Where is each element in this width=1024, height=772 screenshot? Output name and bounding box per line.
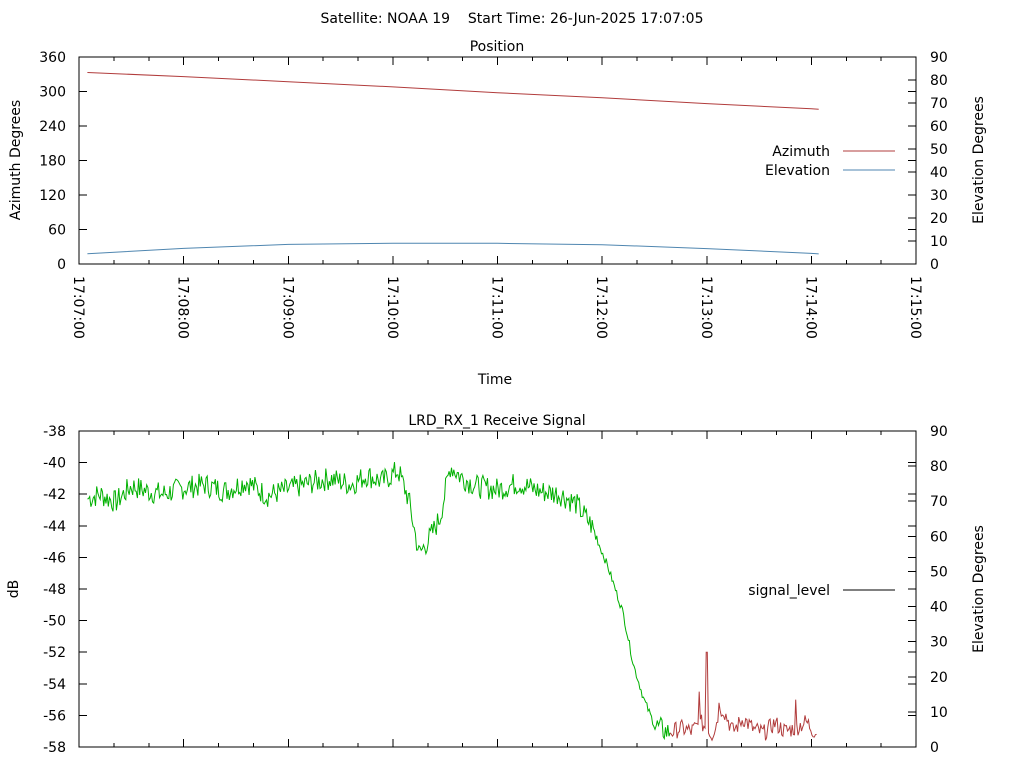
y-tick-label: 240 <box>39 119 66 135</box>
y-tick-label: -56 <box>43 708 66 724</box>
y2-tick-label: 20 <box>930 211 948 227</box>
y-tick-label: -42 <box>43 487 66 503</box>
x-tick-label: 17:14:00 <box>802 276 818 339</box>
x-tick-label: 17:11:00 <box>489 276 505 339</box>
page-title: Satellite: NOAA 19 Start Time: 26-Jun-20… <box>321 11 704 27</box>
x-tick-label: 17:09:00 <box>279 276 295 339</box>
signal-legend: signal_level <box>748 583 895 599</box>
y2-tick-label: 20 <box>930 670 948 686</box>
position-y2-axis-label: Elevation Degrees <box>971 96 987 224</box>
y2-tick-label: 80 <box>930 459 948 475</box>
y2-tick-label: 30 <box>930 188 948 204</box>
y2-tick-label: 60 <box>930 529 948 545</box>
y2-tick-label: 90 <box>930 424 948 440</box>
x-tick-label: 17:07:00 <box>70 276 86 339</box>
y2-tick-label: 0 <box>930 740 939 756</box>
position-legend: Azimuth Elevation <box>765 144 895 179</box>
signal-y2-axis-label: Elevation Degrees <box>971 525 987 653</box>
y2-tick-label: 80 <box>930 73 948 89</box>
y-tick-label: 0 <box>57 257 66 273</box>
x-tick-label: 17:08:00 <box>175 276 191 339</box>
y2-tick-label: 60 <box>930 119 948 135</box>
signal-y-axis-label: dB <box>6 580 22 599</box>
y-tick-label: -52 <box>43 645 66 661</box>
position-x-axis-label: Time <box>477 372 512 388</box>
x-tick-label: 17:10:00 <box>384 276 400 339</box>
legend-azimuth-label: Azimuth <box>772 144 830 160</box>
y2-tick-label: 10 <box>930 234 948 250</box>
position-y-axis-label: Azimuth Degrees <box>8 100 24 220</box>
y2-tick-label: 30 <box>930 635 948 651</box>
y-tick-label: -58 <box>43 740 66 756</box>
y-tick-label: 120 <box>39 188 66 204</box>
y-tick-label: 360 <box>39 50 66 66</box>
signal-x-axis <box>78 431 917 747</box>
y-tick-label: 300 <box>39 85 66 101</box>
y2-tick-label: 50 <box>930 142 948 158</box>
legend-signal-level-label: signal_level <box>748 583 830 599</box>
position-series <box>87 72 819 255</box>
y-tick-label: -38 <box>43 424 66 440</box>
position-y-axis: 0 60 120 180 240 300 360 <box>39 50 916 273</box>
legend-elevation-label: Elevation <box>765 163 830 179</box>
y-tick-label: 60 <box>48 223 66 239</box>
y2-tick-label: 70 <box>930 494 948 510</box>
y2-tick-label: 40 <box>930 165 948 181</box>
y2-tick-label: 70 <box>930 96 948 112</box>
y-tick-label: -40 <box>43 456 66 472</box>
y2-tick-label: 10 <box>930 705 948 721</box>
y-tick-label: -44 <box>43 519 66 535</box>
position-chart-title: Position <box>470 39 525 55</box>
series-elevation-line <box>87 242 819 255</box>
y2-tick-label: 40 <box>930 600 948 616</box>
x-tick-label: 17:13:00 <box>698 276 714 339</box>
y-tick-label: -48 <box>43 582 66 598</box>
signal-y2-axis: 0 10 20 30 40 50 60 70 80 90 <box>908 424 948 756</box>
x-tick-label: 17:15:00 <box>907 276 923 339</box>
signal-chart-title: LRD_RX_1 Receive Signal <box>408 413 585 429</box>
y-tick-label: -54 <box>43 677 66 693</box>
x-tick-label: 17:12:00 <box>593 276 609 339</box>
position-plot-frame <box>78 56 917 265</box>
y-tick-label: -50 <box>43 614 66 630</box>
y2-tick-label: 50 <box>930 564 948 580</box>
series-azimuth-line <box>87 72 819 110</box>
y2-tick-label: 90 <box>930 50 948 66</box>
position-y2-axis: 0 10 20 30 40 50 60 70 80 90 <box>908 50 948 273</box>
position-x-axis: 17:07:00 17:08:00 17:09:00 17:10:00 17:11:00… <box>70 57 923 339</box>
series-signal-level-line <box>87 462 671 741</box>
series-signal-level-low-line <box>669 651 817 742</box>
signal-y-axis: -58 -56 -54 -52 -50 -48 -46 -44 -42 -40 -38 <box>43 424 916 756</box>
y2-tick-label: 0 <box>930 257 939 273</box>
y-tick-label: -46 <box>43 550 66 566</box>
y-tick-label: 180 <box>39 154 66 170</box>
signal-series <box>87 462 817 742</box>
